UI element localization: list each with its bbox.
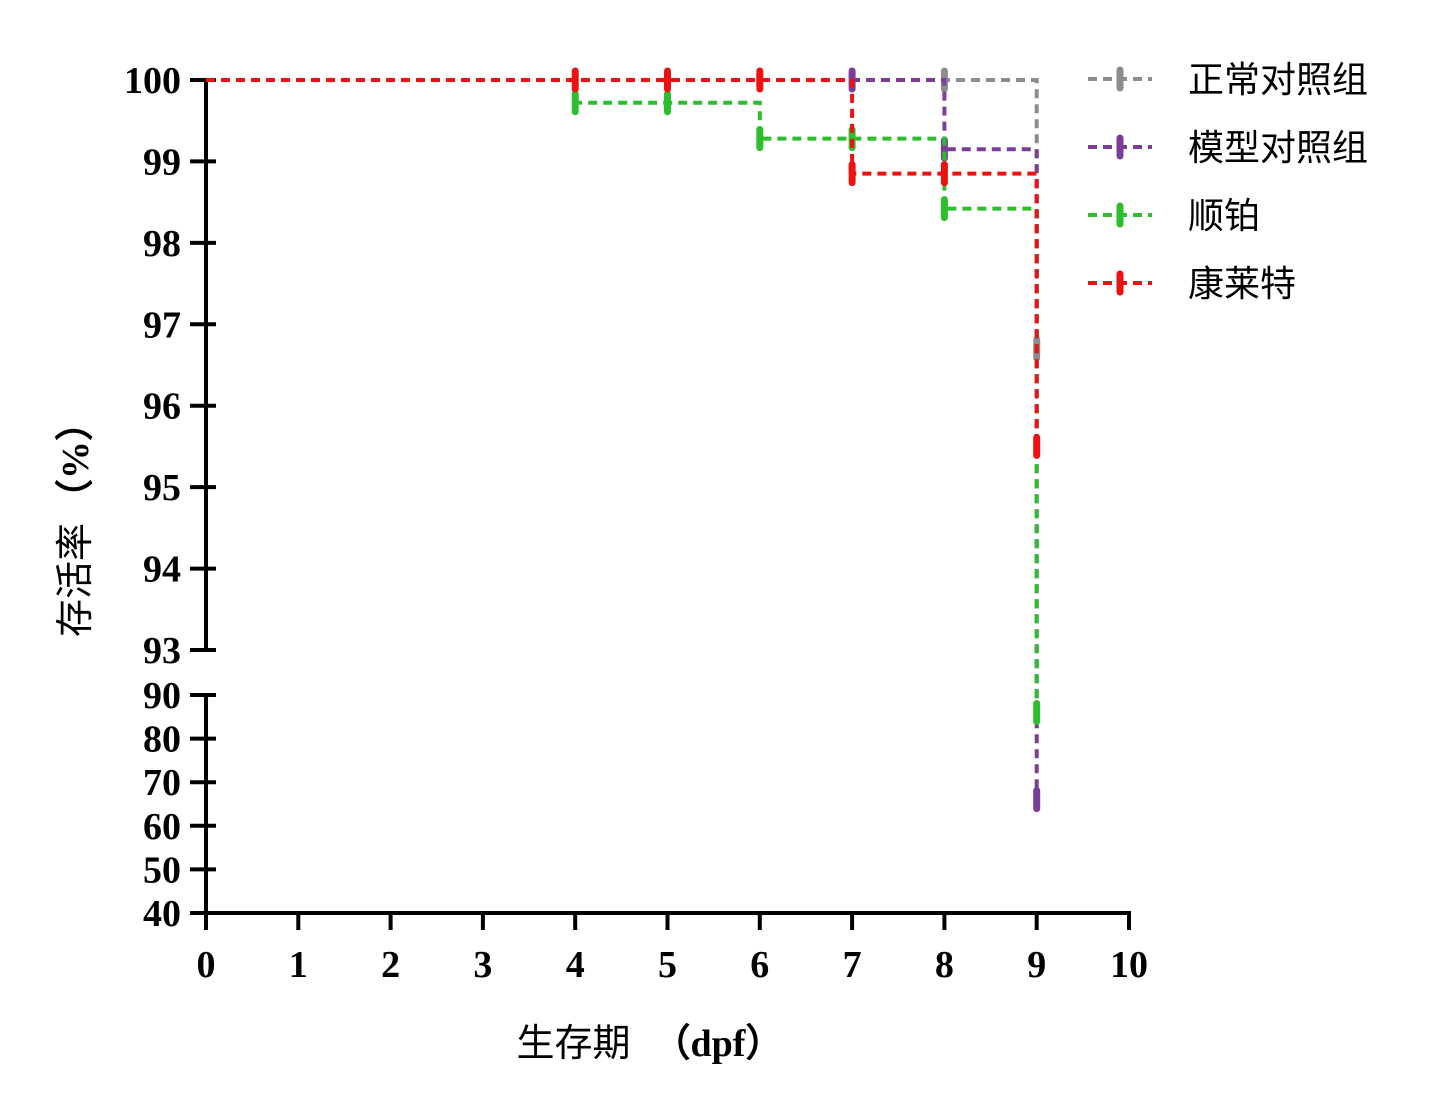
series-0 (206, 67, 1041, 362)
x-tick-label: 10 (1110, 944, 1148, 986)
legend-item: 康莱特 (1088, 264, 1296, 305)
y-tick-label: 95 (143, 467, 181, 509)
legend-label: 正常对照组 (1188, 60, 1368, 101)
legend-label: 顺铂 (1188, 196, 1260, 237)
series-line (206, 78, 1039, 800)
x-tick-label: 9 (1027, 944, 1046, 986)
x-tick-label: 7 (843, 944, 862, 986)
x-tick-label: 3 (473, 944, 492, 986)
legend-item: 模型对照组 (1088, 128, 1368, 169)
series-group (206, 67, 1041, 813)
y-tick-label: 94 (143, 549, 181, 591)
x-tick-label: 4 (566, 944, 585, 986)
x-tick-label: 8 (935, 944, 954, 986)
x-ticks: 0 1 2 3 4 5 6 7 8 9 10 (197, 913, 1148, 986)
series-line (206, 78, 1039, 349)
x-tick-label: 0 (197, 944, 216, 986)
x-axis-title: 生存期 （dpf） (517, 1021, 784, 1065)
y-tick-label: 98 (143, 223, 181, 265)
y-tick-label: 80 (143, 719, 181, 761)
legend-item: 正常对照组 (1088, 60, 1368, 101)
y-tick-label: 93 (143, 630, 181, 672)
y-tick-label: 90 (143, 675, 181, 717)
axes (204, 80, 1131, 915)
legend-label: 康莱特 (1188, 264, 1296, 305)
y-tick-label: 70 (143, 762, 181, 804)
x-tick-label: 1 (289, 944, 308, 986)
y-tick-label: 50 (143, 849, 181, 891)
x-tick-label: 6 (750, 944, 769, 986)
y-tick-label: 99 (143, 141, 181, 183)
series-line (206, 78, 1039, 447)
y-tick-label: 60 (143, 806, 181, 848)
legend-item: 顺铂 (1088, 196, 1260, 237)
y-axis-title: 存活率（%） (53, 403, 97, 637)
series-2 (206, 78, 1041, 725)
x-tick-label: 2 (381, 944, 400, 986)
legend-label: 模型对照组 (1188, 128, 1368, 169)
y-tick-label: 100 (124, 60, 181, 102)
series-1 (206, 67, 1041, 813)
y-tick-label: 40 (143, 893, 181, 935)
y-upper-ticks: 93 94 95 96 97 98 99 100 (124, 60, 216, 672)
y-tick-label: 96 (143, 386, 181, 428)
y-tick-label: 97 (143, 304, 181, 346)
x-tick-label: 5 (658, 944, 677, 986)
series-3 (206, 67, 1041, 459)
